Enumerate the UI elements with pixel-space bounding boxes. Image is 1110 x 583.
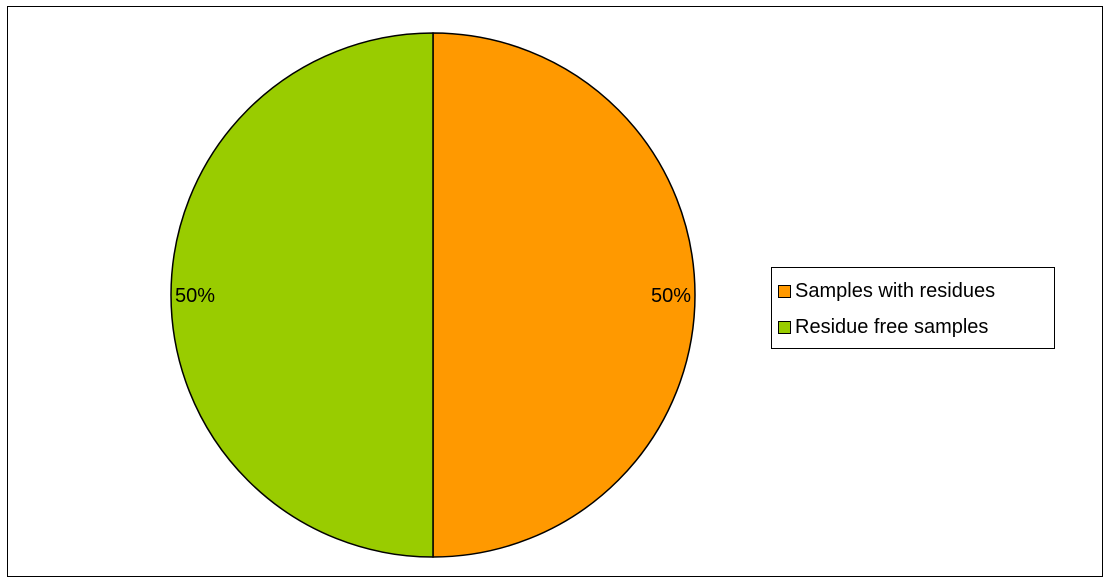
legend-label: Residue free samples [795, 315, 989, 338]
legend-swatch-orange [778, 284, 791, 298]
legend-swatch-green [778, 320, 791, 334]
legend-item-residue-free-samples: Residue free samples [778, 309, 1054, 345]
legend: Samples with residues Residue free sampl… [771, 267, 1055, 349]
pie-slice-residue-free-samples [170, 32, 434, 558]
pie-data-label: 50% [175, 285, 215, 307]
legend-item-samples-with-residues: Samples with residues [778, 273, 1054, 309]
pie-slices [170, 32, 696, 558]
pie-data-labels: 50% 50% [175, 285, 691, 307]
pie-data-label: 50% [651, 285, 691, 307]
pie-slice-samples-with-residues [432, 32, 696, 558]
legend-label: Samples with residues [795, 279, 996, 302]
